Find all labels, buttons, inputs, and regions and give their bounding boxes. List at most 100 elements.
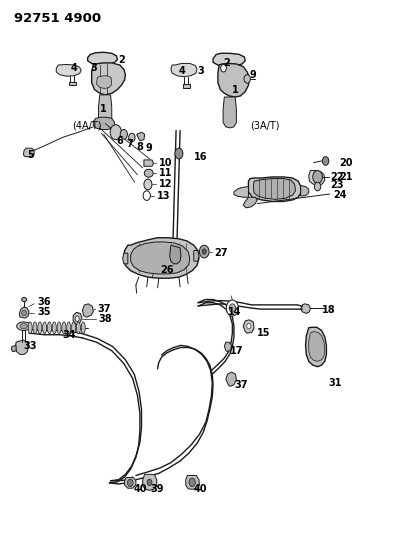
Circle shape xyxy=(144,179,152,190)
Text: 38: 38 xyxy=(98,314,112,324)
Text: 17: 17 xyxy=(229,346,243,356)
Polygon shape xyxy=(56,64,81,76)
Circle shape xyxy=(127,479,133,487)
Text: 8: 8 xyxy=(136,142,142,151)
Circle shape xyxy=(128,133,135,142)
Text: 27: 27 xyxy=(213,248,227,258)
Text: 16: 16 xyxy=(194,152,207,162)
Text: 9: 9 xyxy=(145,143,152,152)
Polygon shape xyxy=(185,475,199,489)
Text: 37: 37 xyxy=(97,304,111,314)
Circle shape xyxy=(229,304,235,312)
Polygon shape xyxy=(248,177,300,201)
Ellipse shape xyxy=(47,322,51,334)
Text: 22: 22 xyxy=(330,172,343,182)
Text: 21: 21 xyxy=(339,172,352,182)
Polygon shape xyxy=(96,76,111,88)
Polygon shape xyxy=(170,63,196,77)
Polygon shape xyxy=(130,242,189,274)
Ellipse shape xyxy=(33,322,37,334)
Text: 37: 37 xyxy=(233,380,247,390)
Circle shape xyxy=(220,64,226,72)
Text: 3: 3 xyxy=(196,66,203,76)
Text: 11: 11 xyxy=(158,168,172,178)
Text: 26: 26 xyxy=(160,265,173,275)
Text: 20: 20 xyxy=(339,158,352,167)
Polygon shape xyxy=(144,160,153,166)
Text: 12: 12 xyxy=(158,180,172,189)
Polygon shape xyxy=(124,478,136,488)
Polygon shape xyxy=(91,63,125,95)
Circle shape xyxy=(174,148,182,159)
Ellipse shape xyxy=(71,322,75,334)
Circle shape xyxy=(312,171,322,183)
Ellipse shape xyxy=(38,322,42,334)
Text: 31: 31 xyxy=(328,378,342,387)
Text: 36: 36 xyxy=(37,297,51,306)
Text: 1: 1 xyxy=(232,85,239,94)
Ellipse shape xyxy=(20,324,27,329)
Text: 18: 18 xyxy=(322,305,335,315)
Text: 40: 40 xyxy=(133,484,147,494)
Text: 3: 3 xyxy=(90,63,97,73)
Text: 33: 33 xyxy=(23,342,37,351)
Ellipse shape xyxy=(16,322,31,330)
Circle shape xyxy=(110,125,121,140)
Polygon shape xyxy=(233,187,248,197)
Polygon shape xyxy=(73,312,82,325)
Polygon shape xyxy=(300,185,308,196)
Polygon shape xyxy=(193,251,198,261)
Text: 4: 4 xyxy=(178,66,185,76)
Circle shape xyxy=(143,191,150,200)
Polygon shape xyxy=(124,238,198,278)
Polygon shape xyxy=(243,320,253,333)
Polygon shape xyxy=(136,132,144,141)
Polygon shape xyxy=(305,327,326,367)
Polygon shape xyxy=(182,84,189,88)
Circle shape xyxy=(202,249,206,254)
Polygon shape xyxy=(300,304,310,313)
Text: 34: 34 xyxy=(62,330,76,340)
Polygon shape xyxy=(98,95,111,124)
Text: (4A/T): (4A/T) xyxy=(72,120,101,130)
Polygon shape xyxy=(223,97,236,128)
Circle shape xyxy=(147,479,152,486)
Text: 24: 24 xyxy=(332,190,346,199)
Text: 35: 35 xyxy=(37,307,51,317)
Ellipse shape xyxy=(57,322,61,334)
Ellipse shape xyxy=(28,322,32,334)
Polygon shape xyxy=(308,171,324,185)
Circle shape xyxy=(75,316,79,321)
Text: 13: 13 xyxy=(156,191,170,200)
Text: 39: 39 xyxy=(150,484,164,494)
Polygon shape xyxy=(253,179,295,199)
Polygon shape xyxy=(217,63,249,97)
Polygon shape xyxy=(93,117,114,130)
Polygon shape xyxy=(87,52,117,65)
Text: 5: 5 xyxy=(27,150,34,159)
Polygon shape xyxy=(308,332,324,361)
Polygon shape xyxy=(213,53,245,67)
Circle shape xyxy=(226,300,238,316)
Polygon shape xyxy=(15,340,28,354)
Text: 40: 40 xyxy=(193,484,207,494)
Text: 10: 10 xyxy=(158,158,172,167)
Polygon shape xyxy=(69,82,76,85)
Text: 6: 6 xyxy=(116,136,123,146)
Ellipse shape xyxy=(52,322,56,334)
Ellipse shape xyxy=(67,322,71,334)
Text: 9: 9 xyxy=(249,70,255,79)
Polygon shape xyxy=(11,345,16,352)
Text: 2: 2 xyxy=(223,58,229,68)
Ellipse shape xyxy=(144,169,153,177)
Text: 7: 7 xyxy=(126,139,133,149)
Circle shape xyxy=(246,324,250,329)
Polygon shape xyxy=(19,307,29,318)
Circle shape xyxy=(199,245,209,258)
Circle shape xyxy=(314,182,320,191)
Text: 2: 2 xyxy=(118,55,125,64)
Text: 4: 4 xyxy=(70,63,77,73)
Polygon shape xyxy=(23,148,34,157)
Polygon shape xyxy=(169,245,180,264)
Circle shape xyxy=(322,157,328,165)
